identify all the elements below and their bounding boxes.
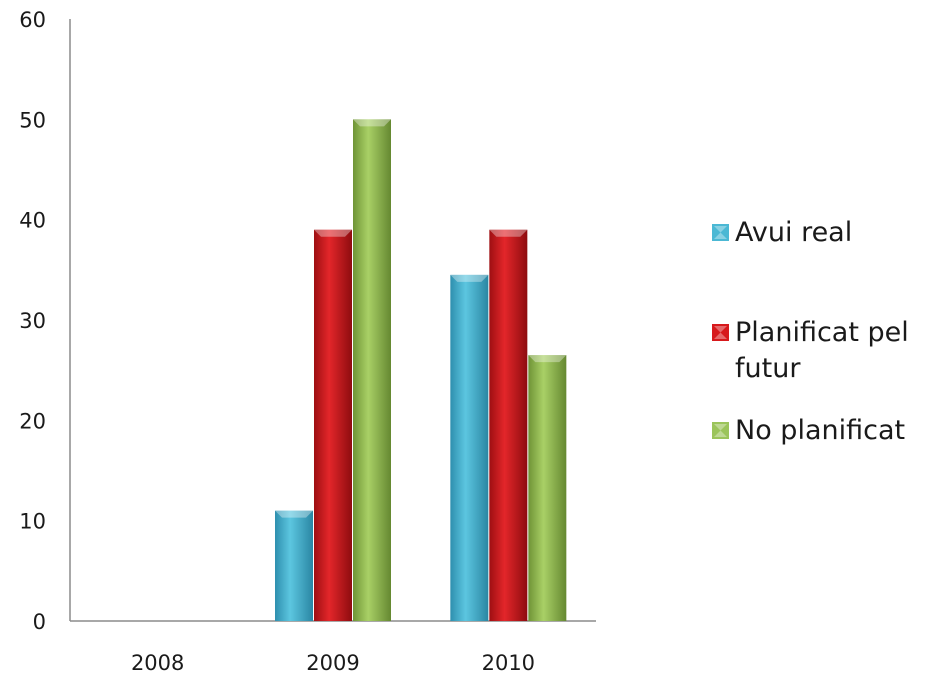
y-tick-label: 50 (19, 108, 46, 132)
bar-body (314, 229, 352, 621)
legend-label: Avui real (735, 217, 853, 248)
y-tick-label: 30 (19, 309, 46, 333)
bar (275, 510, 313, 621)
bar-body (450, 274, 489, 621)
bar-bevel (353, 119, 391, 127)
bars (275, 119, 567, 621)
x-tick-label: 2009 (306, 651, 359, 675)
bar (489, 229, 528, 621)
legend-item: Planificat pel futur (712, 315, 944, 387)
bar-bevel (450, 274, 489, 282)
x-tick-label: 2008 (131, 651, 184, 675)
y-tick-labels: 0 10 20 30 40 50 60 (19, 8, 46, 634)
x-tick-label: 2010 (482, 651, 535, 675)
y-tick-label: 20 (19, 409, 46, 433)
legend-label: No planificat (735, 415, 906, 446)
bar (353, 119, 391, 621)
bar-bevel (314, 229, 352, 237)
bar (528, 355, 567, 621)
bar (314, 229, 352, 621)
x-tick-labels: 2008 2009 2010 (131, 651, 535, 675)
y-tick-label: 40 (19, 209, 46, 233)
y-tick-label: 10 (19, 510, 46, 534)
legend-item: Avui real (712, 215, 852, 251)
y-tick-label: 0 (33, 610, 46, 634)
bar-bevel (528, 355, 567, 363)
bar-bevel (275, 510, 313, 518)
legend-swatch (712, 324, 729, 341)
bar-bevel (489, 229, 528, 237)
bar-body (353, 119, 391, 621)
legend-label: Planificat pel futur (735, 317, 909, 384)
legend-swatch (712, 422, 729, 439)
legend-swatch (712, 224, 729, 241)
bar-body (275, 510, 313, 621)
bar-body (528, 355, 567, 621)
bar-body (489, 229, 528, 621)
y-tick-label: 60 (19, 8, 46, 32)
legend-item: No planificat (712, 413, 905, 449)
bar (450, 274, 489, 621)
